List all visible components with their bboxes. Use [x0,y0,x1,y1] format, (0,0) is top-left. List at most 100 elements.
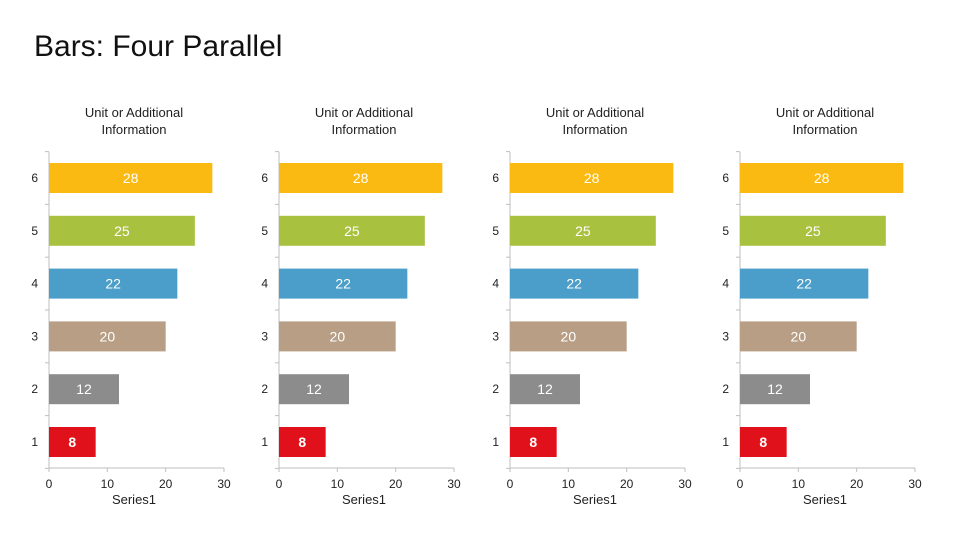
chart4-data-label: 20 [791,328,807,344]
chart3-title-line: Unit or Additional [546,105,644,120]
chart2-data-label: 20 [330,328,346,344]
chart3-bar-1 [510,427,557,457]
chart2-title-line: Information [331,122,396,137]
chart2-bar-5 [279,215,425,246]
chart3-category-label: 3 [492,329,499,343]
chart3-category-label: 1 [492,435,499,449]
chart3-category-label: 2 [492,382,499,396]
chart2-title-line: Unit or Additional [315,105,413,120]
chart1-category-label: 1 [31,435,38,449]
chart1-data-label: 28 [123,170,139,186]
chart1-data-label: 25 [114,223,130,239]
chart2-bar-1 [279,427,326,457]
chart1-x-tick-label: 10 [101,477,115,491]
chart2-data-label: 22 [335,276,351,292]
chart1-bar-5 [49,215,195,246]
chart3-bar-5 [510,215,656,246]
chart2-x-tick-label: 10 [331,477,345,491]
chart3-data-label: 8 [529,434,537,450]
chart2-x-tick-label: 30 [447,477,461,491]
chart4-data-label: 28 [814,170,830,186]
chart4-title-line: Information [792,122,857,137]
chart1-bar-2 [49,374,119,405]
chart3-x-tick-label: 0 [507,477,514,491]
chart2-bar-6 [279,163,443,193]
chart4-bar-1 [740,427,787,457]
chart3-bar-2 [510,374,580,405]
chart3-data-label: 28 [584,170,600,186]
chart3-x-tick-label: 10 [562,477,576,491]
chart1-x-tick-label: 0 [46,477,53,491]
chart1-bar-6 [49,163,213,193]
chart4-title-line: Unit or Additional [776,105,874,120]
chart4-category-label: 1 [722,435,729,449]
chart4-bar-3 [740,321,857,352]
chart4-data-label: 22 [796,276,812,292]
chart4-bar-4 [740,268,869,299]
chart1-bar-3 [49,321,166,352]
chart1-data-label: 12 [76,381,92,397]
chart4-category-label: 3 [722,329,729,343]
chart4-data-label: 25 [805,223,821,239]
chart2-category-label: 4 [261,277,268,291]
chart2-category-label: 2 [261,382,268,396]
chart4-x-axis-label: Series1 [803,492,847,507]
chart3-data-label: 22 [566,276,582,292]
chart4-category-label: 5 [722,224,729,238]
chart4-x-tick-label: 30 [908,477,922,491]
chart3-x-tick-label: 30 [678,477,692,491]
chart3-data-label: 20 [561,328,577,344]
chart1-data-label: 20 [100,328,116,344]
chart4-x-tick-label: 10 [792,477,806,491]
chart1-category-label: 3 [31,329,38,343]
chart4-data-label: 12 [767,381,783,397]
chart2-x-axis-label: Series1 [342,492,386,507]
chart1-category-label: 2 [31,382,38,396]
chart2-bar-3 [279,321,396,352]
chart2-category-label: 3 [261,329,268,343]
chart4-x-tick-label: 0 [737,477,744,491]
chart3-x-tick-label: 20 [620,477,634,491]
chart3-category-label: 6 [492,171,499,185]
chart2-bar-4 [279,268,408,299]
chart1-x-tick-label: 20 [159,477,173,491]
chart2-data-label: 28 [353,170,369,186]
chart1-category-label: 5 [31,224,38,238]
chart2-x-tick-label: 20 [389,477,403,491]
chart3-bar-6 [510,163,674,193]
chart4-category-label: 4 [722,277,729,291]
chart4-category-label: 2 [722,382,729,396]
chart1-bar-1 [49,427,96,457]
chart4-bar-5 [740,215,886,246]
chart3-data-label: 25 [575,223,591,239]
chart2-data-label: 12 [306,381,322,397]
chart4-bar-2 [740,374,810,405]
slide-title: Bars: Four Parallel [34,30,283,63]
chart2-category-label: 1 [261,435,268,449]
chart2-bar-2 [279,374,349,405]
chart4-category-label: 6 [722,171,729,185]
chart3-category-label: 5 [492,224,499,238]
chart1-x-tick-label: 30 [217,477,231,491]
chart1-title-line: Information [101,122,166,137]
chart2-x-tick-label: 0 [276,477,283,491]
chart3-bar-3 [510,321,627,352]
chart3-category-label: 4 [492,277,499,291]
chart1-bar-4 [49,268,178,299]
chart3-title-line: Information [562,122,627,137]
chart1-data-label: 22 [105,276,121,292]
chart1-category-label: 6 [31,171,38,185]
chart3-x-axis-label: Series1 [573,492,617,507]
chart2-data-label: 8 [298,434,306,450]
chart2-category-label: 5 [261,224,268,238]
chart1-data-label: 8 [68,434,76,450]
chart1-x-axis-label: Series1 [112,492,156,507]
chart4-data-label: 8 [759,434,767,450]
chart2-category-label: 6 [261,171,268,185]
chart1-category-label: 4 [31,277,38,291]
chart4-bar-6 [740,163,904,193]
chart2-data-label: 25 [344,223,360,239]
chart4-x-tick-label: 20 [850,477,864,491]
chart3-data-label: 12 [537,381,553,397]
